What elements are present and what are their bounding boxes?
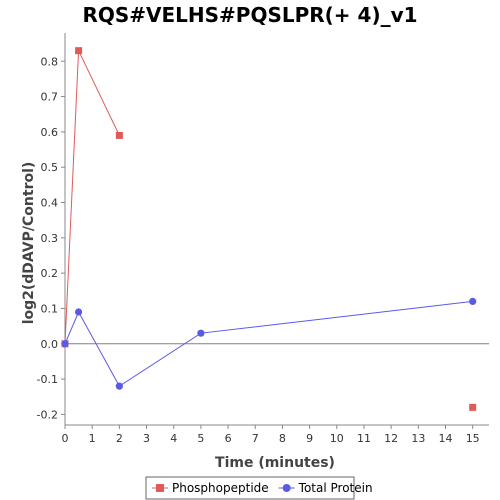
x-tick-label: 15 [466,432,480,445]
x-tick-label: 14 [439,432,453,445]
y-tick-label: -0.1 [37,373,58,386]
total-protein-point [197,329,205,337]
x-tick-label: 1 [89,432,96,445]
x-tick-label: 9 [306,432,313,445]
x-tick-label: 3 [143,432,150,445]
total-protein-point [469,297,477,305]
phosphopeptide-point [115,131,123,139]
legend: Phosphopeptide Total Protein [145,476,373,500]
y-tick-label: 0.3 [41,232,59,245]
legend-total-protein-marker [282,484,291,492]
y-tick-label: 0.4 [41,197,59,210]
legend-phosphopeptide-marker [156,484,164,492]
legend-phosphopeptide-label: Phosphopeptide [172,481,269,495]
plot-background [65,33,489,425]
y-tick-label: 0.1 [41,302,59,315]
x-tick-label: 6 [225,432,232,445]
total-protein-point [74,308,83,316]
x-tick-label: 12 [384,432,398,445]
x-tick-label: 2 [116,432,123,445]
phosphopeptide-point [75,47,83,55]
plot-area: -0.2-0.10.00.10.20.30.40.50.60.70.80 1 2 3 4… [37,33,489,445]
chart-title: RQS#VELHS#PQSLPR(+ 4)_v1 [82,3,417,27]
x-tick-label: 4 [170,432,177,445]
y-tick-label: 0.6 [41,126,59,139]
total-protein-point [61,340,69,348]
x-tick-label: 7 [252,432,259,445]
y-tick-label: 0.7 [41,91,59,104]
x-tick-label: 11 [357,432,371,445]
x-tick-label: 13 [411,432,425,445]
y-axis-label: log2(dDAVP/Control) [21,162,37,325]
x-axis-label: Time (minutes) [215,455,335,471]
phosphopeptide-point [469,403,477,411]
y-tick-label: -0.2 [37,408,58,421]
legend-box [145,476,355,500]
x-tick-label: 8 [279,432,286,445]
x-tick-label: 0 [62,432,69,445]
x-tick-label: 10 [330,432,344,445]
legend-total-protein-label: Total Protein [298,481,373,495]
total-protein-point [115,382,123,390]
y-tick-label: 0.8 [41,55,59,68]
y-tick-label: 0.5 [41,161,59,174]
y-tick-label: 0.0 [41,338,59,351]
y-tick-label: 0.2 [41,267,59,280]
x-tick-label: 5 [197,432,204,445]
